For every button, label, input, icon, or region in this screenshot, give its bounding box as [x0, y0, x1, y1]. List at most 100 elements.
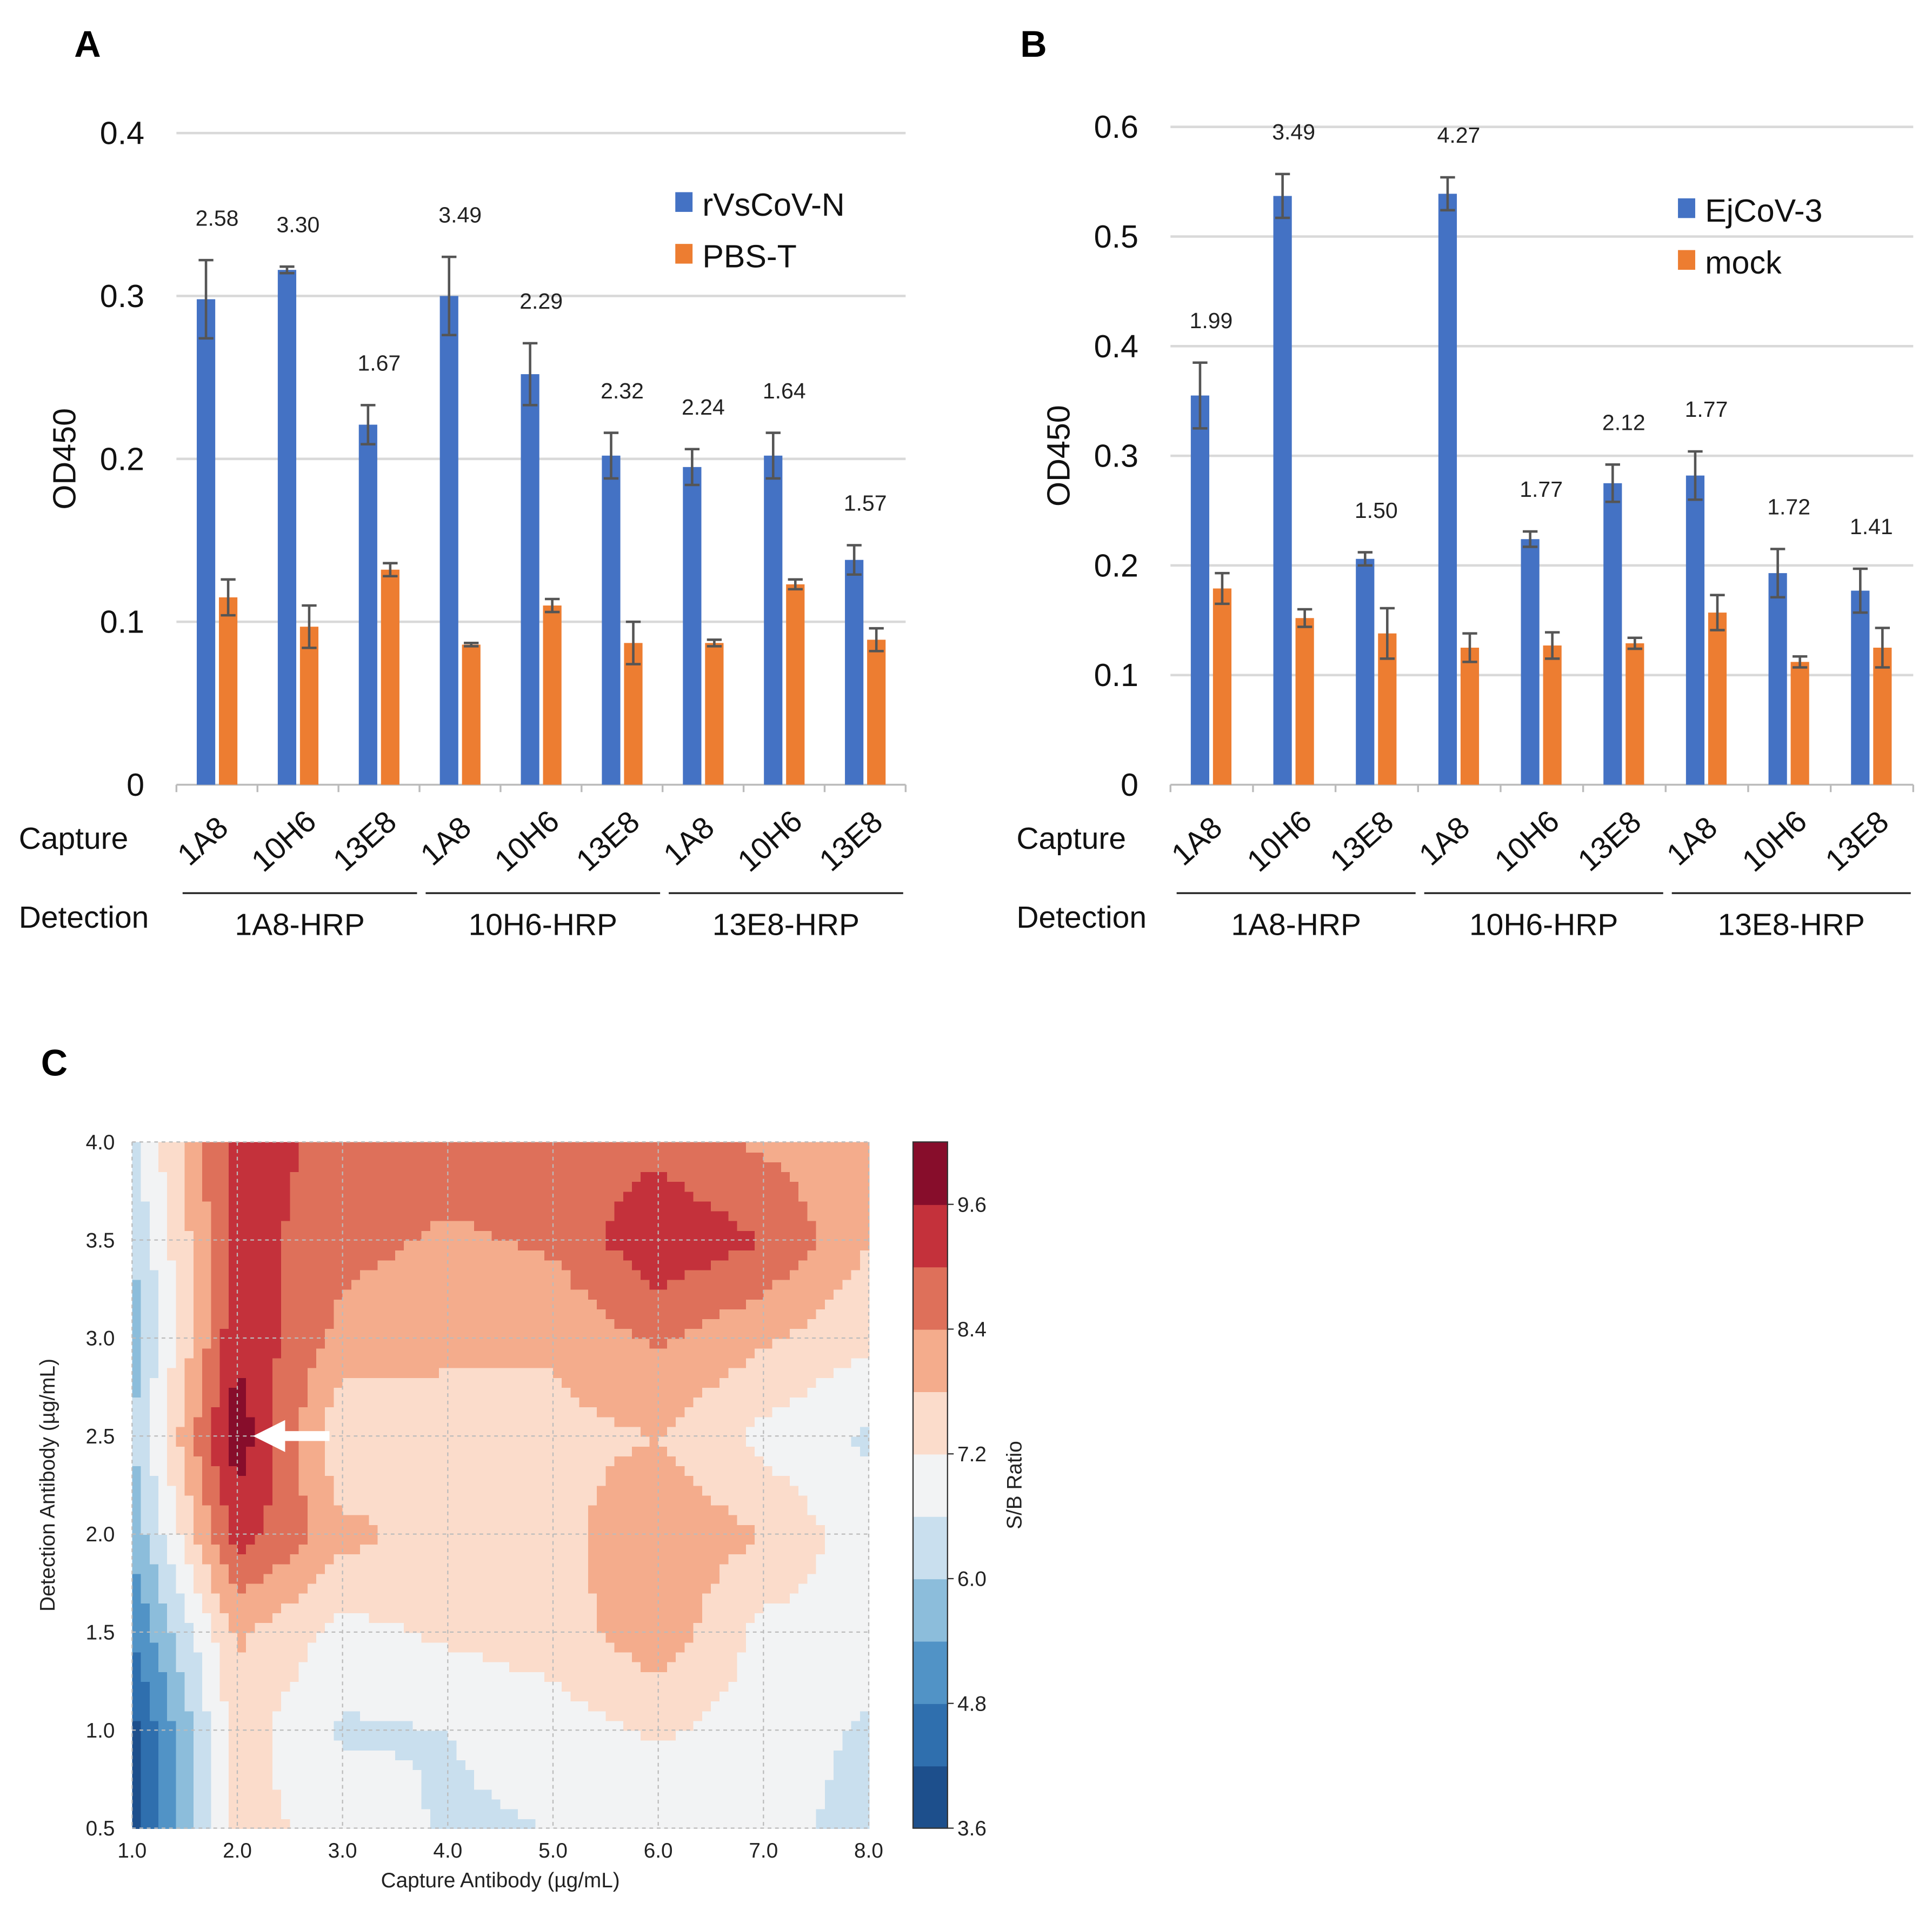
contour-cell — [641, 1769, 650, 1780]
contour-cell — [281, 1308, 291, 1320]
contour-cell — [141, 1583, 151, 1594]
contour-cell — [605, 1455, 615, 1467]
contour-cell — [316, 1416, 326, 1427]
contour-cell — [676, 1446, 685, 1456]
contour-cell — [702, 1642, 712, 1653]
contour-cell — [693, 1808, 703, 1819]
contour-cell — [649, 1406, 659, 1418]
contour-cell — [237, 1318, 247, 1329]
contour-cell — [614, 1495, 624, 1506]
contour-cell — [290, 1406, 299, 1418]
contour-cell — [509, 1799, 519, 1809]
contour-cell — [132, 1455, 142, 1467]
contour-cell — [631, 1720, 642, 1731]
contour-cell — [710, 1602, 721, 1614]
contour-cell — [509, 1308, 519, 1320]
contour-cell — [684, 1249, 694, 1261]
contour-cell — [404, 1201, 414, 1212]
contour-cell — [377, 1328, 388, 1339]
contour-cell — [693, 1446, 703, 1456]
contour-cell — [465, 1710, 475, 1721]
contour-cell — [167, 1808, 177, 1819]
contour-cell — [570, 1652, 581, 1662]
contour-cell — [360, 1652, 370, 1662]
contour-cell — [377, 1377, 388, 1388]
contour-cell — [211, 1612, 221, 1623]
contour-cell — [623, 1455, 633, 1467]
contour-cell — [684, 1769, 694, 1780]
contour-cell — [588, 1338, 598, 1349]
contour-cell — [631, 1455, 642, 1467]
contour-cell — [465, 1553, 475, 1565]
contour-cell — [649, 1240, 659, 1251]
contour-cell — [342, 1789, 352, 1800]
contour-cell — [193, 1455, 203, 1467]
contour-cell — [255, 1710, 265, 1721]
contour-cell — [184, 1769, 195, 1780]
contour-cell — [693, 1318, 703, 1329]
contour-cell — [641, 1269, 650, 1280]
contour-cell — [202, 1740, 212, 1751]
contour-cell — [281, 1534, 291, 1545]
contour-cell — [623, 1338, 633, 1349]
contour-cell — [158, 1543, 168, 1555]
contour-cell — [483, 1436, 492, 1447]
contour-cell — [623, 1181, 633, 1192]
contour-cell — [456, 1358, 467, 1368]
y-axis-label: OD450 — [1040, 405, 1076, 507]
contour-cell — [246, 1514, 256, 1525]
contour-cell — [290, 1142, 299, 1153]
contour-cell — [544, 1308, 554, 1320]
contour-cell — [281, 1249, 291, 1261]
contour-cell — [597, 1818, 607, 1829]
contour-cell — [465, 1475, 475, 1486]
contour-cell — [527, 1622, 536, 1633]
contour-cell — [649, 1671, 659, 1682]
contour-cell — [237, 1808, 247, 1819]
contour-cell — [649, 1367, 659, 1378]
contour-cell — [535, 1818, 545, 1829]
contour-cell — [149, 1593, 159, 1603]
contour-cell — [693, 1406, 703, 1418]
contour-cell — [605, 1622, 615, 1633]
contour-cell — [421, 1475, 431, 1486]
contour-cell — [219, 1779, 230, 1790]
contour-cell — [518, 1465, 528, 1476]
contour-cell — [448, 1220, 457, 1231]
ratio-label: 1.57 — [844, 491, 887, 516]
contour-cell — [193, 1632, 203, 1643]
contour-cell — [351, 1396, 361, 1408]
contour-cell — [562, 1749, 571, 1760]
contour-cell — [667, 1720, 677, 1731]
contour-cell — [456, 1495, 467, 1506]
contour-cell — [211, 1240, 221, 1251]
contour-cell — [263, 1485, 274, 1496]
contour-cell — [579, 1299, 589, 1309]
contour-cell — [456, 1142, 467, 1153]
contour-cell — [290, 1495, 299, 1506]
contour-cell — [658, 1406, 668, 1418]
contour-cell — [193, 1201, 203, 1212]
contour-cell — [631, 1730, 642, 1741]
contour-cell — [614, 1553, 624, 1565]
contour-cell — [298, 1799, 309, 1809]
contour-cell — [167, 1799, 177, 1809]
contour-cell — [219, 1299, 230, 1309]
contour-cell — [334, 1681, 344, 1692]
contour-cell — [658, 1269, 668, 1280]
contour-cell — [193, 1543, 203, 1555]
contour-cell — [228, 1505, 238, 1515]
contour-cell — [676, 1299, 685, 1309]
contour-cell — [298, 1769, 309, 1780]
contour-cell — [483, 1259, 492, 1270]
contour-cell — [334, 1632, 344, 1643]
contour-cell — [631, 1210, 642, 1221]
contour-cell — [421, 1416, 431, 1427]
contour-cell — [605, 1171, 615, 1182]
contour-cell — [439, 1181, 449, 1192]
contour-cell — [237, 1387, 247, 1398]
contour-cell — [377, 1514, 388, 1525]
contour-cell — [334, 1700, 344, 1712]
contour-cell — [228, 1318, 238, 1329]
contour-cell — [351, 1740, 361, 1751]
